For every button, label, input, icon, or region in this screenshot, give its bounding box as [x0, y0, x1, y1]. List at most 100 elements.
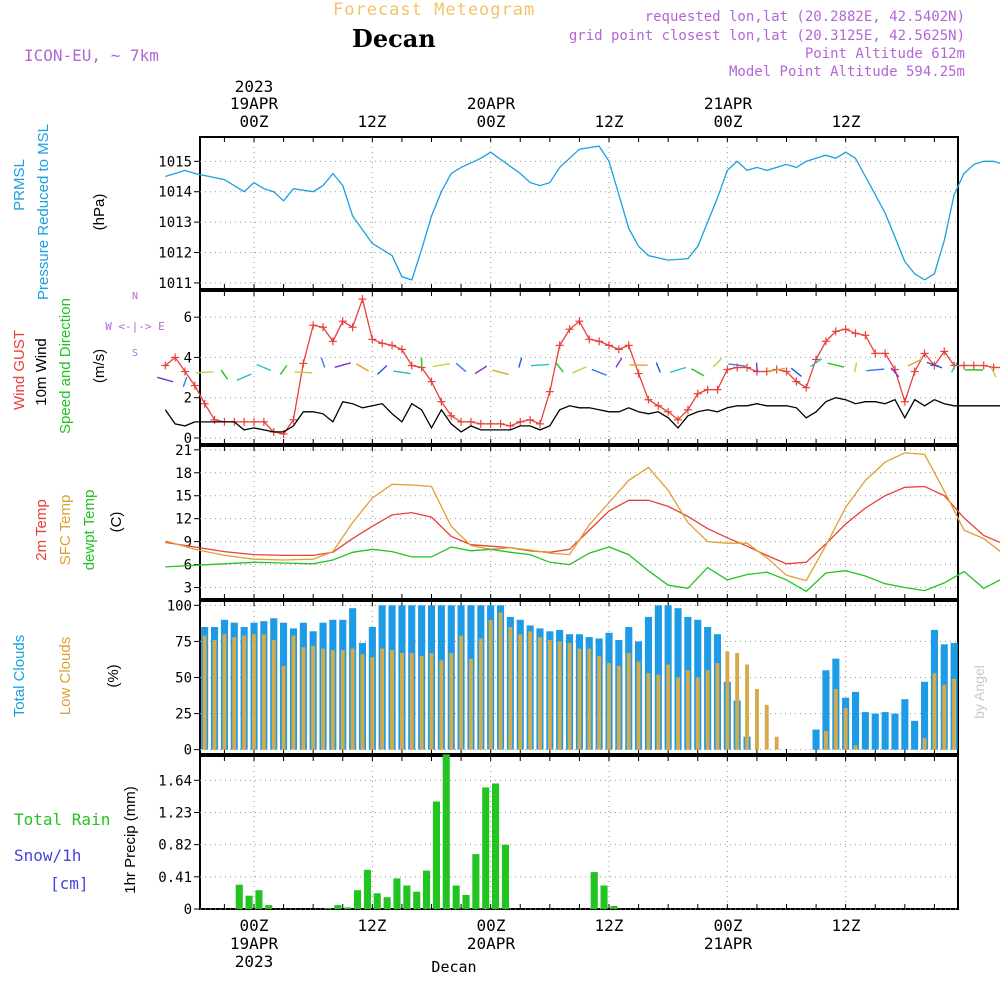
y-tick-label: 1011: [158, 276, 192, 292]
low-clouds-bar: [932, 673, 937, 750]
speed-dir-label: Speed and Direction: [57, 298, 74, 434]
low-clouds-bar: [607, 663, 611, 750]
top-hour-label: 12Z: [832, 112, 861, 131]
wind-direction-arrow: [182, 376, 188, 388]
10m-wind-line: [164, 397, 1000, 433]
bottom-hour-label: 12Z: [832, 916, 861, 935]
total-rain-bar: [482, 787, 490, 909]
total-rain-bar: [472, 854, 480, 909]
point-altitude: Point Altitude 612m: [804, 46, 965, 62]
y-tick-label: 1015: [158, 154, 192, 170]
compass-we-label: W <-|-> E: [105, 320, 165, 333]
wind-direction-arrow: [320, 357, 326, 368]
total-rain-bar: [442, 754, 450, 909]
prmsl-desc-label: Pressure Reduced to MSL: [35, 124, 52, 300]
panel-frame: [199, 290, 959, 445]
wind-direction-arrow: [990, 367, 997, 378]
total-rain-bar: [255, 890, 263, 909]
low-clouds-bar: [330, 650, 335, 750]
total-rain-bar: [265, 905, 273, 909]
top-year-label: 2023: [235, 77, 274, 96]
dewpt-temp-line: [165, 546, 1000, 593]
y-tick-label: 0.41: [158, 870, 192, 886]
bottom-hour-label: 12Z: [358, 916, 387, 935]
y-tick-label: 0: [184, 902, 192, 918]
y-tick-label: 1013: [158, 215, 192, 231]
wind-direction-arrow: [195, 371, 214, 374]
total-clouds-bar: [911, 720, 919, 750]
low-clouds-bar: [676, 677, 680, 750]
low-clouds-bar: [833, 689, 838, 750]
top-date-label: 20APR: [467, 94, 516, 113]
wind-direction-arrow: [728, 363, 747, 367]
wind-direction-arrow: [669, 366, 687, 374]
panel-frame: [199, 755, 959, 910]
wind-direction-arrow: [220, 369, 229, 380]
precip-axis-label: 1hr Precip (mm): [122, 786, 139, 894]
total-clouds-bar: [812, 729, 820, 750]
total-rain-bar: [432, 801, 440, 909]
wind-direction-arrow: [890, 367, 900, 378]
low-clouds-bar: [252, 634, 256, 750]
total-clouds-bar: [891, 713, 899, 750]
low-clouds-bar: [764, 704, 769, 750]
sfc-temp-label: SFC Temp: [57, 495, 74, 566]
low-clouds-bar: [567, 642, 572, 750]
low-clouds-bar: [409, 653, 414, 750]
wind-direction-arrow: [377, 365, 388, 375]
wind-direction-arrow: [256, 363, 272, 372]
low-clouds-bar: [587, 648, 592, 750]
total-rain-bar: [393, 878, 401, 909]
total-rain-bar: [354, 890, 362, 909]
y-tick-label: 0.82: [158, 838, 192, 854]
total-rain-bar: [413, 891, 421, 909]
low-clouds-bar: [202, 635, 207, 750]
bottom-hour-label: 00Z: [477, 916, 506, 935]
y-tick-label: 0: [184, 431, 192, 447]
low-clouds-bar: [725, 651, 730, 750]
low-clouds-bar: [626, 653, 631, 750]
total-rain-bar: [245, 895, 253, 909]
low-clouds-bar: [488, 619, 493, 750]
y-tick-label: 75: [175, 634, 192, 650]
low-clouds-bar: [360, 654, 365, 750]
wind-direction-arrow: [455, 362, 467, 373]
total-clouds-bar: [871, 713, 879, 750]
low-clouds-bar: [952, 678, 957, 750]
pressure-unit-label: (hPa): [91, 194, 108, 231]
low-clouds-bar: [735, 653, 740, 750]
total-rain-bar: [324, 908, 332, 909]
wind-direction-arrow: [591, 368, 607, 376]
temp-unit-label: (C): [108, 512, 125, 533]
top-hour-label: 00Z: [714, 112, 743, 131]
low-clouds-bar: [774, 736, 779, 750]
total-rain-bar: [590, 872, 598, 909]
t2m-label: 2m Temp: [33, 499, 50, 560]
low-clouds-bar: [636, 661, 641, 750]
watermark: by Angel: [971, 665, 987, 719]
low-clouds-bar: [538, 637, 542, 750]
station-title: Decan: [352, 24, 436, 53]
bottom-date-label: 19APR: [230, 934, 279, 953]
low-clouds-bar: [547, 640, 552, 750]
low-clouds-bar: [419, 655, 424, 750]
low-clouds-bar: [656, 674, 661, 750]
low-clouds-bar: [390, 650, 394, 750]
low-clouds-bar: [261, 634, 266, 750]
total-clouds-bar: [861, 712, 869, 750]
y-tick-label: 18: [175, 466, 192, 482]
low-clouds-bar: [745, 664, 749, 750]
low-clouds-bar: [212, 640, 217, 750]
low-clouds-bar: [449, 653, 454, 750]
wind-direction-arrow: [393, 370, 411, 375]
y-tick-label: 1.23: [158, 805, 192, 821]
y-tick-label: 0: [184, 743, 192, 759]
wind-direction-arrow: [474, 365, 488, 375]
y-tick-label: 1014: [158, 185, 192, 201]
total-rain-bar: [423, 870, 431, 909]
total-rain-bar: [501, 844, 509, 909]
2m-temp-line: [165, 485, 1000, 565]
panel-frame: [199, 136, 959, 290]
compass-s-label: S: [132, 348, 138, 359]
